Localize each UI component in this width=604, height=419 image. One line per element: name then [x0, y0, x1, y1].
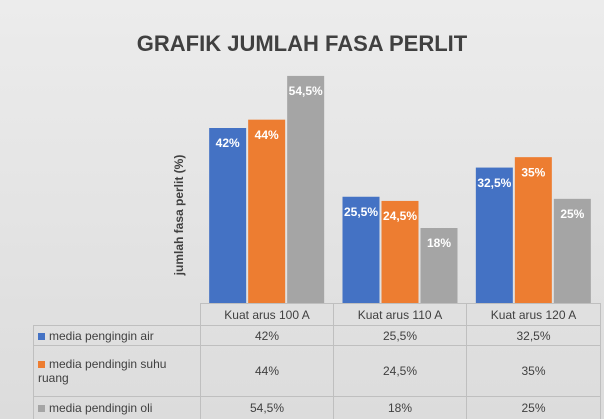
legend-label: media pendingin suhu ruang	[38, 357, 167, 385]
legend-swatch	[38, 361, 45, 368]
legend-swatch	[38, 405, 45, 412]
table-row: media pendingin oli 54,5% 18% 25%	[33, 396, 601, 419]
data-label: 35%	[521, 165, 545, 179]
legend-cell: media pendingin oli	[33, 396, 201, 419]
table-corner	[33, 303, 201, 326]
table-row: media pengingin air 42% 25,5% 32,5%	[33, 325, 601, 346]
table-value: 25,5%	[333, 325, 467, 346]
table-value: 18%	[333, 396, 467, 419]
bar	[287, 75, 325, 304]
table-value: 25%	[466, 396, 601, 419]
table-value: 44%	[200, 345, 334, 397]
data-label: 25,5%	[344, 205, 378, 219]
bar	[209, 128, 247, 303]
data-label: 54,5%	[289, 84, 323, 98]
table-header-row: Kuat arus 100 A Kuat arus 110 A Kuat arus …	[33, 303, 601, 326]
data-label: 25%	[560, 207, 584, 221]
bar	[420, 228, 458, 303]
legend-cell: media pendingin suhu ruang	[33, 345, 201, 397]
legend-swatch	[38, 332, 45, 340]
data-label: 42%	[216, 136, 240, 150]
bar	[342, 196, 380, 303]
legend-label: media pendingin oli	[49, 401, 153, 415]
bar	[248, 119, 286, 304]
category-label: Kuat arus 100 A	[200, 303, 334, 326]
legend-cell: media pengingin air	[33, 325, 201, 346]
chart-title: GRAFIK JUMLAH FASA PERLIT	[137, 31, 468, 56]
legend-label: media pengingin air	[49, 328, 154, 343]
data-label: 44%	[255, 128, 279, 142]
category-label: Kuat arus 110 A	[333, 303, 467, 326]
bar	[553, 198, 591, 303]
bar	[514, 157, 552, 303]
bar	[381, 200, 419, 303]
table-value: 32,5%	[466, 325, 601, 346]
data-label: 18%	[427, 236, 451, 250]
table-value: 54,5%	[200, 396, 334, 419]
table-value: 35%	[466, 345, 601, 397]
data-table: Kuat arus 100 A Kuat arus 110 A Kuat arus …	[33, 303, 601, 419]
table-value: 24,5%	[333, 345, 467, 397]
category-label: Kuat arus 120 A	[466, 303, 601, 326]
table-value: 42%	[200, 325, 334, 346]
y-axis-label: jumlah fasa perlit (%)	[172, 155, 186, 277]
bar	[475, 167, 513, 303]
data-label: 32,5%	[477, 176, 511, 190]
data-label: 24,5%	[383, 209, 417, 223]
table-row: media pendingin suhu ruang 44% 24,5% 35%	[33, 345, 601, 397]
